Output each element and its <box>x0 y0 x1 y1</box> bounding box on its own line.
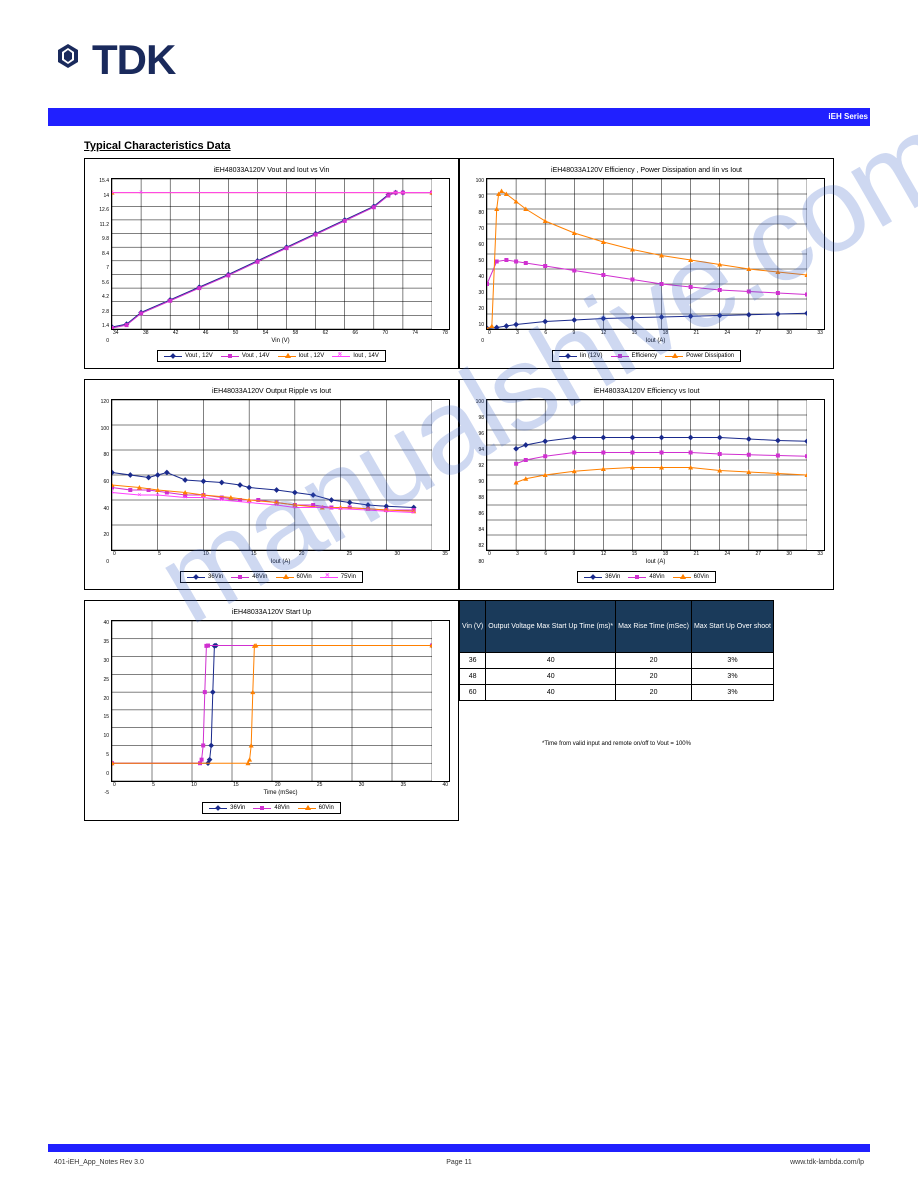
chart-3-box: iEH48033A120V Output Ripple vs Iout 0204… <box>84 379 459 590</box>
chart-1-legend: Vout , 12VVout , 14VIout , 12V×Iout , 14… <box>157 350 386 362</box>
chart-row-2: iEH48033A120V Output Ripple vs Iout 0204… <box>84 379 834 590</box>
chart-5-title: iEH48033A120V Start Up <box>93 609 450 616</box>
svg-text:×: × <box>112 190 114 197</box>
chart-4-plot <box>486 399 825 551</box>
svg-text:×: × <box>320 505 324 512</box>
chart-2-plot <box>486 178 825 330</box>
svg-text:×: × <box>412 510 416 517</box>
footer-right: www.tdk-lambda.com/lp <box>790 1159 864 1166</box>
chart-1-plot: × × × <box>111 178 450 330</box>
chart-5-xticks: 0510152025303540 <box>111 782 450 788</box>
svg-text:×: × <box>366 507 370 514</box>
chart-2-box: iEH48033A120V Efficiency , Power Dissipa… <box>459 158 834 369</box>
chart-3-plot: × × × × × × × × × × × × × × <box>111 399 450 551</box>
svg-text:×: × <box>384 508 388 515</box>
svg-text:×: × <box>156 492 160 499</box>
chart-1-box: iEH48033A120V Vout and Iout vs Vin 01.42… <box>84 158 459 369</box>
chart-1-title: iEH48033A120V Vout and Iout vs Vin <box>93 167 450 174</box>
chart-4-title: iEH48033A120V Efficiency vs Iout <box>468 388 825 395</box>
chart-3-xticks: 05101520253035 <box>111 551 450 557</box>
svg-text:×: × <box>220 497 224 504</box>
chart-2-xlabel: Iout (A) <box>486 338 825 344</box>
footer-stripe <box>48 1144 870 1152</box>
chart-5-box: iEH48033A120V Start Up -5051015202530354… <box>84 600 459 821</box>
chart-1-yticks: 01.42.84.25.678.49.811.212.61415.4 <box>97 178 109 344</box>
header-stripe <box>48 108 870 126</box>
chart-5-yticks: -50510152025303540 <box>97 620 109 796</box>
logo-text: TDK <box>92 36 175 84</box>
svg-text:×: × <box>137 492 141 499</box>
svg-text:×: × <box>339 506 343 513</box>
svg-text:×: × <box>183 495 187 502</box>
startup-table-box: Vin (V)Output Voltage Max Start Up Time … <box>459 600 774 821</box>
chart-5-plot <box>111 620 450 782</box>
header-series: iEH Series <box>828 112 868 121</box>
logo: TDK <box>48 36 175 84</box>
svg-text:×: × <box>430 190 432 197</box>
svg-text:×: × <box>201 495 205 502</box>
chart-1-xlabel: Vin (V) <box>111 338 450 344</box>
svg-text:×: × <box>139 190 143 197</box>
chart-2-yticks: 0102030405060708090100 <box>472 178 484 344</box>
chart-4-xlabel: Iout (A) <box>486 559 825 565</box>
chart-4-box: iEH48033A120V Efficiency vs Iout 8082848… <box>459 379 834 590</box>
section-title: Typical Characteristics Data <box>84 140 870 152</box>
chart-1-xticks: 343842465054586266707478 <box>111 330 450 336</box>
svg-text:×: × <box>275 502 279 509</box>
startup-table: Vin (V)Output Voltage Max Start Up Time … <box>459 600 774 701</box>
chart-row-3: iEH48033A120V Start Up -5051015202530354… <box>84 600 834 821</box>
chart-row-1: iEH48033A120V Vout and Iout vs Vin 01.42… <box>84 158 834 369</box>
chart-4-legend: 36Vin48Vin60Vin <box>577 571 716 583</box>
chart-3-xlabel: Iout (A) <box>111 559 450 565</box>
table-footnote: *Time from valid input and remote on/off… <box>459 741 774 747</box>
chart-4-yticks: 80828486889092949698100 <box>472 399 484 565</box>
chart-5-legend: 36Vin48Vin60Vin <box>202 802 341 814</box>
chart-2-title: iEH48033A120V Efficiency , Power Dissipa… <box>468 167 825 174</box>
chart-3-yticks: 020406080100120 <box>97 399 109 565</box>
svg-text:×: × <box>247 500 251 507</box>
chart-5-xlabel: Time (mSec) <box>111 790 450 796</box>
footer-center: Page 11 <box>446 1159 472 1166</box>
chart-2-xticks: 03691215182124273033 <box>486 330 825 336</box>
chart-3-legend: 36Vin48Vin60Vin×75Vin <box>180 571 363 583</box>
chart-2-legend: Iin (12V)EfficiencyPower Dissipation <box>552 350 741 362</box>
footer-left: 401-iEH_App_Notes Rev 3.0 <box>54 1159 144 1166</box>
chart-4-xticks: 03691215182124273033 <box>486 551 825 557</box>
svg-text:×: × <box>293 505 297 512</box>
tdk-logo-icon <box>48 40 88 80</box>
svg-text:×: × <box>112 490 114 497</box>
chart-3-title: iEH48033A120V Output Ripple vs Iout <box>93 388 450 395</box>
